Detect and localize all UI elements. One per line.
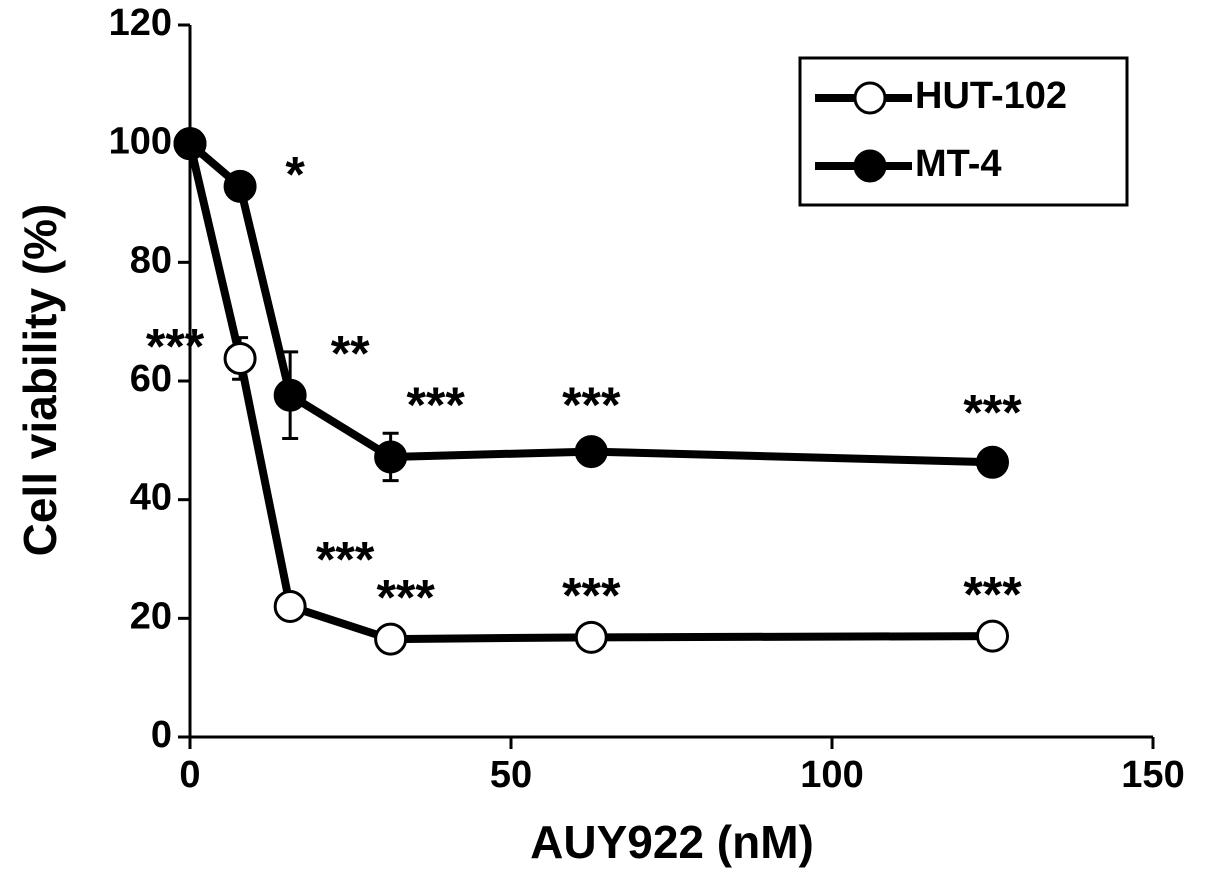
legend-box [798,56,1129,207]
marker [574,435,608,469]
annotation: ** [331,325,370,381]
annotation: *** [406,377,465,433]
marker [173,127,207,161]
y-axis-title: Cell viability (%) [14,204,66,557]
x-axis-title: AUY922 (nM) [530,816,814,868]
y-tick-label: 20 [130,595,172,637]
series-line [186,142,993,644]
marker [273,378,307,412]
legend-marker [853,81,887,115]
annotation: *** [316,532,375,588]
y-tick-label: 120 [109,2,172,44]
y-tick-label: 100 [109,121,172,163]
marker [976,445,1009,479]
y-tick-label: 40 [130,477,172,519]
annotation: * [285,147,305,203]
x-tick-label: 0 [179,754,200,796]
marker [374,440,408,474]
y-tick-label: 60 [130,358,172,400]
marker [273,589,307,623]
legend-marker [853,149,887,183]
legend-label: HUT-102 [915,75,1067,117]
x-tick-label: 50 [490,754,532,796]
annotation: *** [963,566,1022,622]
y-tick-label: 80 [130,239,172,281]
marker [976,619,1009,653]
y-tick-label: 0 [151,714,172,756]
annotation: *** [562,377,621,433]
marker [223,169,257,203]
legend-label: MT-4 [915,143,1002,185]
annotation: *** [963,384,1022,440]
marker [223,341,257,375]
annotation: *** [146,319,205,375]
x-tick-label: 150 [1121,754,1184,796]
marker [374,622,408,656]
annotation: *** [376,569,435,625]
annotation: *** [562,568,621,624]
x-tick-label: 100 [800,754,863,796]
marker [574,620,608,654]
